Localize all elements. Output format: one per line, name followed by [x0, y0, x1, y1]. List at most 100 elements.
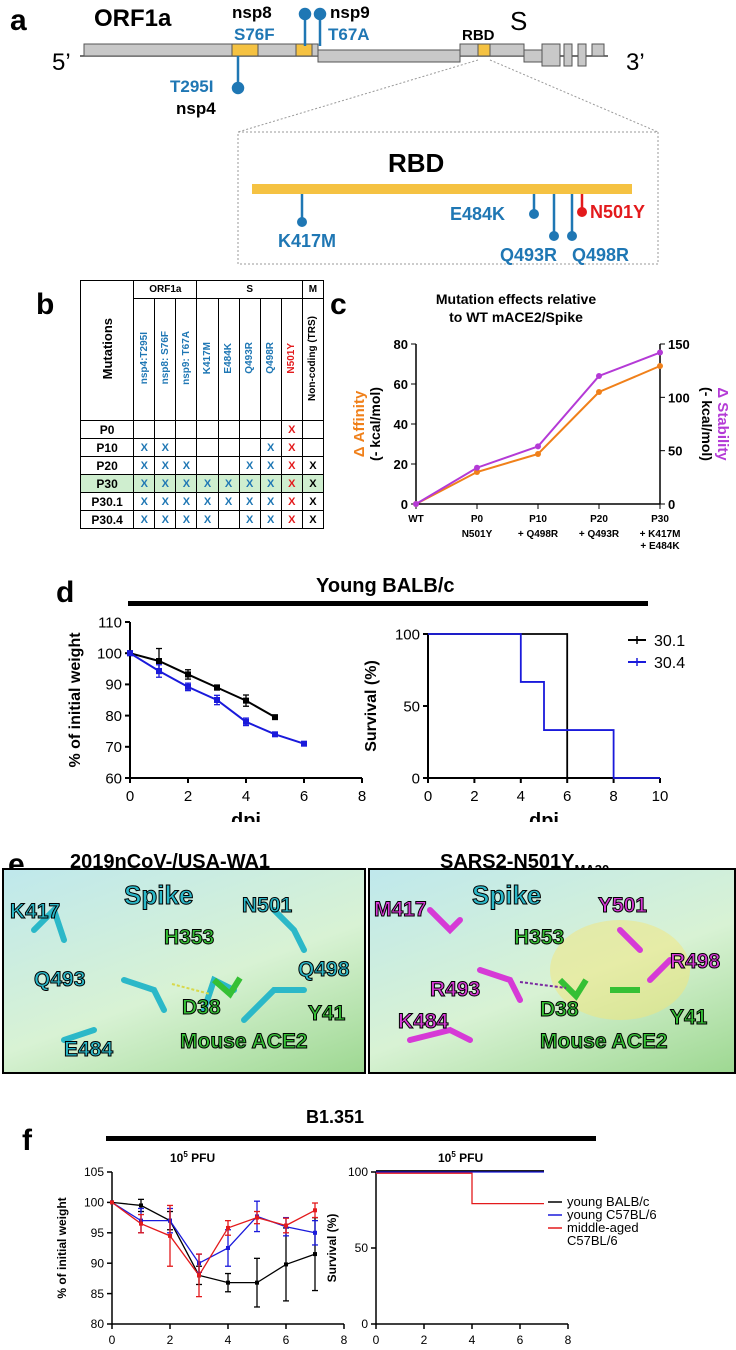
ma30-label-h353: H353 [513, 926, 565, 950]
y-tick-label: 60 [394, 377, 408, 392]
mutation-cell: X [133, 474, 156, 493]
mutation-cell: X [280, 492, 303, 511]
mutation-table-row: P30.4 X X X X X X X X [79, 510, 325, 529]
series-line [111, 1201, 316, 1265]
mutation-cell [196, 438, 219, 457]
y-tick-label: 40 [394, 417, 408, 432]
x-tick-label: P30 [651, 514, 669, 525]
data-point [156, 667, 162, 674]
data-point [185, 671, 191, 678]
data-point [255, 1215, 259, 1220]
data-point [313, 1230, 317, 1235]
x-axis-title: dpi [529, 810, 559, 822]
mutation-cell: X [280, 510, 303, 529]
mutation-cell: X [175, 474, 198, 493]
ma30-label-m417: M417 [374, 898, 428, 922]
y2-tick-label: 150 [668, 337, 690, 352]
data-point [139, 1221, 143, 1226]
data-point [313, 1208, 317, 1213]
structure-wt: K417 Spike N501 H353 Q493 Q498 D38 Y41 E… [2, 868, 366, 1074]
wt-label-y41: Y41 [307, 1002, 346, 1026]
mutation-cell: X [238, 474, 261, 493]
x-tick-label: 0 [424, 788, 432, 805]
mutation-cell: X [301, 474, 325, 493]
x-tick-label: 6 [563, 788, 571, 805]
wt-label-k417: K417 [9, 900, 61, 924]
col-n501y: N501Y [286, 342, 298, 374]
wt-label-h353: H353 [163, 926, 215, 950]
x-tick-label: P0 [471, 514, 484, 525]
mutations-header: Mutations [99, 318, 115, 380]
mutation-table-row: P30 X X X X X X X X X [79, 474, 325, 493]
x-axis-title: dpi [231, 810, 261, 822]
y-tick-label: 50 [403, 698, 420, 715]
structure-ma30-sticks [407, 907, 690, 1043]
mutation-cell: X [217, 492, 240, 511]
legend-label: 30.4 [654, 655, 685, 672]
stability-point [413, 501, 419, 507]
panel-label-b: b [36, 288, 54, 321]
mutation-cell: X [280, 474, 303, 493]
orf1a-mutation-pins [231, 7, 327, 95]
x-tick-label: 8 [565, 1333, 572, 1347]
mutation-table-row: P20 X X X X X X X [79, 456, 325, 475]
y-axis-title: % of initial weight [67, 632, 84, 768]
q493r-label: Q493R [500, 245, 557, 265]
data-point [197, 1273, 201, 1278]
mutation-cell: X [133, 456, 156, 475]
x-tick-label: 8 [609, 788, 617, 805]
nsp9-label: nsp9 [330, 3, 370, 22]
panel-a: a ORF1a S RBD 5’ 3’ nsp8 S76F nsp9 T67A … [10, 3, 659, 265]
mutation-cell: X [175, 510, 198, 529]
mutation-cell: X [259, 456, 282, 475]
y-tick-label: 100 [97, 645, 122, 662]
series-line [428, 633, 660, 779]
t67a-label: T67A [328, 25, 370, 44]
legend-label: 30.1 [654, 633, 685, 650]
mutation-cell [133, 420, 156, 439]
mutation-cell: X [196, 474, 219, 493]
panel-f-title: B1.351 [306, 1107, 364, 1127]
wt-label-q498: Q498 [297, 958, 350, 982]
k417m-label: K417M [278, 231, 336, 251]
y-tick-label: 100 [84, 1196, 104, 1210]
col-k417m: K417M [201, 341, 213, 375]
mutation-cell: X [154, 474, 177, 493]
x-tick-sublabel: + Q493R [579, 529, 620, 540]
mutation-cell [217, 438, 240, 457]
x-tick-label: 6 [300, 788, 308, 805]
mutation-cell: X [133, 510, 156, 529]
ma30-label-r493: R493 [429, 978, 481, 1002]
data-point [313, 1252, 317, 1257]
chart-title-line2: to WT mACE2/Spike [449, 309, 583, 325]
ma30-label-y41: Y41 [669, 1006, 708, 1030]
panel-b-label-wrap: b [36, 288, 54, 321]
data-point [243, 697, 249, 704]
affinity-point [535, 451, 541, 457]
mutation-cell: X [154, 492, 177, 511]
rbd-label-genome: RBD [462, 27, 495, 44]
ma30-label-r498: R498 [669, 950, 721, 974]
mutation-cell: X [175, 456, 198, 475]
wt-label-n501: N501 [241, 894, 293, 918]
mutation-cell [196, 456, 219, 475]
data-point [243, 718, 249, 725]
mutation-cell: X [301, 456, 325, 475]
panel-label-c: c [330, 288, 347, 321]
legend-label-continued: C57BL/6 [567, 1233, 618, 1248]
stability-point [657, 349, 663, 356]
x-tick-label: 4 [225, 1333, 232, 1347]
data-point [272, 714, 278, 721]
mutation-cell: X [133, 438, 156, 457]
affinity-point [657, 363, 663, 369]
series-line [111, 1201, 316, 1277]
s-gene-label: S [510, 6, 527, 36]
x-tick-sublabel: + E484K [640, 541, 680, 552]
mutation-cell [301, 420, 325, 439]
mutation-table-row: P0 X [79, 420, 325, 439]
x-tick-label: 8 [341, 1333, 348, 1347]
e484k-label: E484K [450, 204, 505, 224]
y-axis-title: Survival (%) [363, 660, 380, 752]
nsp4-label: nsp4 [176, 99, 216, 118]
mutation-cell: X [154, 438, 177, 457]
